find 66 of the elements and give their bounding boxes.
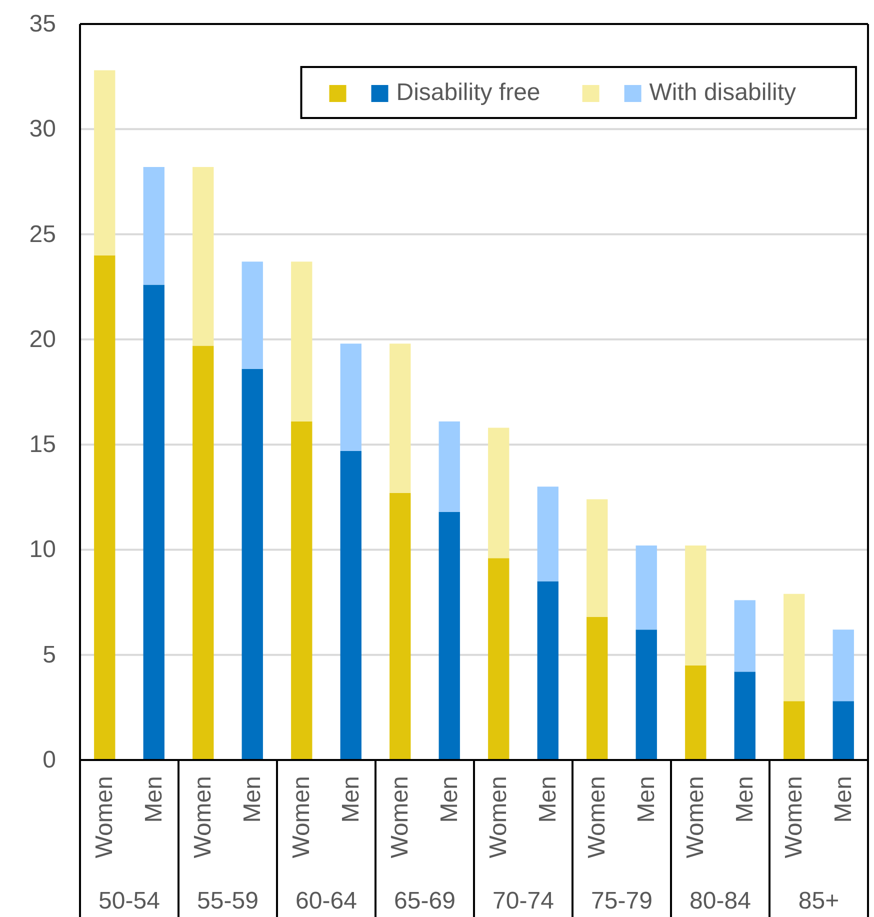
text: 85+ bbox=[798, 888, 840, 914]
x-tick-label: Women bbox=[485, 776, 512, 858]
x-tick-label: Men bbox=[436, 776, 463, 823]
y-tick-label: 15 bbox=[29, 431, 56, 458]
bar bbox=[636, 630, 657, 760]
bar bbox=[586, 617, 608, 760]
bar bbox=[438, 512, 460, 760]
bar bbox=[488, 558, 510, 760]
bar bbox=[291, 262, 312, 422]
text: 75-79 bbox=[591, 888, 652, 914]
x-tick-label: Men bbox=[632, 776, 660, 823]
x-tick-label: Women bbox=[91, 776, 118, 858]
y-tick-label: 5 bbox=[42, 641, 56, 668]
bar bbox=[586, 499, 608, 618]
x-tick-label: Men bbox=[238, 776, 266, 823]
text: 65-69 bbox=[394, 888, 456, 914]
bar bbox=[242, 262, 263, 369]
bar bbox=[94, 255, 116, 760]
bar bbox=[488, 428, 510, 558]
legend-label: Disability free bbox=[396, 79, 540, 106]
y-tick-label: 10 bbox=[29, 536, 56, 564]
bar bbox=[832, 701, 854, 760]
x-tick-label: Men bbox=[140, 776, 168, 823]
bar bbox=[242, 368, 263, 760]
bar bbox=[537, 486, 558, 582]
bar bbox=[734, 672, 756, 760]
bar bbox=[685, 665, 706, 760]
x-tick-label: Women bbox=[682, 776, 710, 858]
bar bbox=[390, 344, 411, 493]
x-tick-label: Women bbox=[780, 776, 808, 858]
text: 50-54 bbox=[98, 888, 160, 914]
bar bbox=[784, 701, 805, 760]
x-tick-label: Women bbox=[190, 776, 217, 858]
bar bbox=[832, 630, 854, 702]
bar bbox=[636, 546, 657, 630]
bar bbox=[340, 450, 362, 760]
bar bbox=[192, 346, 214, 760]
bar bbox=[537, 581, 558, 760]
bar bbox=[438, 421, 460, 512]
bar bbox=[340, 344, 362, 451]
bar bbox=[784, 594, 805, 702]
bar bbox=[734, 600, 756, 672]
y-tick-label: 30 bbox=[29, 116, 56, 143]
x-tick-label: Men bbox=[337, 776, 364, 823]
x-tick-label: Men bbox=[534, 776, 562, 823]
bar bbox=[143, 166, 164, 285]
x-tick-label: Women bbox=[386, 776, 414, 858]
x-tick-label: Men bbox=[830, 776, 857, 823]
bar bbox=[143, 284, 164, 760]
bar bbox=[390, 492, 411, 760]
legend-label: With disability bbox=[649, 79, 796, 106]
bar bbox=[685, 546, 706, 666]
text: 55-59 bbox=[197, 888, 258, 914]
text: 70-74 bbox=[492, 888, 554, 914]
y-tick-label: 20 bbox=[29, 326, 56, 353]
bar bbox=[291, 421, 312, 760]
text: 60-64 bbox=[296, 888, 357, 914]
text: 80-84 bbox=[690, 888, 751, 914]
y-tick-label: 35 bbox=[29, 10, 56, 38]
y-tick-label: 25 bbox=[29, 220, 56, 248]
bar bbox=[94, 70, 116, 256]
x-tick-label: Women bbox=[288, 776, 316, 858]
bar bbox=[192, 166, 214, 346]
x-tick-label: Women bbox=[584, 776, 611, 858]
x-tick-label: Men bbox=[731, 776, 758, 823]
y-tick-label: 0 bbox=[42, 746, 56, 774]
